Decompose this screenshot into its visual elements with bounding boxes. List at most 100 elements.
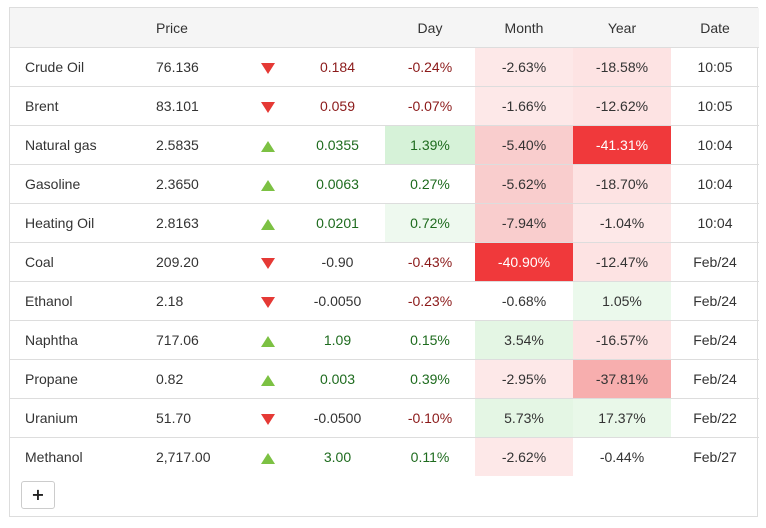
month-pct-cell: -5.62% bbox=[475, 164, 573, 204]
table-row[interactable]: Coal 209.20 -0.90 -0.43% -40.90% -12.47% Feb/2… bbox=[10, 242, 759, 282]
month-pct-cell: -40.90% bbox=[475, 242, 573, 282]
commodity-name[interactable]: Propane bbox=[10, 359, 150, 399]
change-cell: 0.0201 bbox=[290, 203, 385, 243]
year-pct-cell: -18.58% bbox=[573, 47, 671, 87]
commodities-table: Price Day Month Year Date Crude Oil 76.13… bbox=[10, 8, 759, 476]
commodity-name[interactable]: Gasoline bbox=[10, 164, 150, 204]
change-cell: 0.0063 bbox=[290, 164, 385, 204]
trend-arrow-cell bbox=[245, 203, 290, 243]
year-pct-cell: -0.44% bbox=[599, 449, 645, 465]
change-cell: 3.00 bbox=[323, 449, 352, 465]
triangle-down-icon bbox=[260, 257, 275, 269]
year-pct-cell: -1.04% bbox=[573, 203, 671, 243]
commodity-name[interactable]: Natural gas bbox=[10, 125, 150, 165]
table-row[interactable]: Methanol 2,717.00 3.00 0.11% -2.62% -0.44% Feb… bbox=[10, 437, 759, 477]
commodity-name[interactable]: Naphtha bbox=[10, 320, 150, 360]
change-cell: 0.003 bbox=[290, 359, 385, 399]
day-pct-cell: 0.39% bbox=[385, 359, 475, 399]
commodities-table-panel: Price Day Month Year Date Crude Oil 76.13… bbox=[9, 7, 759, 517]
date-cell: 10:04 bbox=[671, 203, 759, 243]
date-cell: Feb/24 bbox=[671, 359, 759, 399]
price-cell: 83.101 bbox=[150, 86, 245, 126]
header-year[interactable]: Year bbox=[573, 8, 671, 48]
table-row[interactable]: Crude Oil 76.136 0.184 -0.24% -2.63% -18.58% 1… bbox=[10, 47, 759, 87]
month-pct-cell: -2.63% bbox=[475, 47, 573, 87]
price-cell: 2.3650 bbox=[150, 164, 245, 204]
commodity-name[interactable]: Heating Oil bbox=[10, 203, 150, 243]
table-row[interactable]: Gasoline 2.3650 0.0063 0.27% -5.62% -18.70% 10… bbox=[10, 164, 759, 204]
day-pct-cell: -0.43% bbox=[385, 242, 475, 282]
month-pct-cell: -2.62% bbox=[475, 437, 573, 476]
header-day[interactable]: Day bbox=[385, 8, 475, 48]
trend-arrow-cell bbox=[245, 125, 290, 165]
commodity-name[interactable]: Brent bbox=[10, 86, 150, 126]
triangle-up-icon bbox=[260, 140, 275, 152]
table-header-row: Price Day Month Year Date bbox=[10, 8, 759, 48]
triangle-up-icon bbox=[260, 218, 275, 230]
year-pct-cell: -18.70% bbox=[573, 164, 671, 204]
table-row[interactable]: Ethanol 2.18 -0.0050 -0.23% -0.68% 1.05% Feb/2… bbox=[10, 281, 759, 321]
table-row[interactable]: Heating Oil 2.8163 0.0201 0.72% -7.94% -1.04%… bbox=[10, 203, 759, 243]
header-change bbox=[290, 8, 385, 48]
header-month[interactable]: Month bbox=[475, 8, 573, 48]
commodity-name[interactable]: Uranium bbox=[10, 398, 150, 438]
triangle-up-icon bbox=[260, 452, 275, 464]
trend-arrow-cell bbox=[245, 359, 290, 399]
year-pct-cell: -12.62% bbox=[573, 86, 671, 126]
price-cell: 76.136 bbox=[150, 47, 245, 87]
year-pct-cell: -37.81% bbox=[573, 359, 671, 399]
header-date[interactable]: Date bbox=[671, 8, 759, 48]
table-row[interactable]: Uranium 51.70 -0.0500 -0.10% 5.73% 17.37% Feb/… bbox=[10, 398, 759, 438]
month-pct-cell: 5.73% bbox=[475, 398, 573, 438]
day-pct-cell: 0.11% bbox=[410, 449, 450, 465]
triangle-up-icon bbox=[260, 335, 275, 347]
day-pct-cell: 0.72% bbox=[385, 203, 475, 243]
day-pct-cell: 0.15% bbox=[385, 320, 475, 360]
month-pct-cell: -2.95% bbox=[475, 359, 573, 399]
change-cell: 1.09 bbox=[290, 320, 385, 360]
triangle-down-icon bbox=[260, 62, 275, 74]
price-cell: 2,717.00 bbox=[156, 449, 211, 465]
header-price[interactable]: Price bbox=[150, 8, 245, 48]
price-cell: 209.20 bbox=[150, 242, 245, 282]
day-pct-cell: -0.10% bbox=[385, 398, 475, 438]
date-cell: Feb/24 bbox=[671, 242, 759, 282]
triangle-up-icon bbox=[260, 374, 275, 386]
year-pct-cell: -41.31% bbox=[573, 125, 671, 165]
trend-arrow-cell bbox=[245, 398, 290, 438]
header-arrow bbox=[245, 8, 290, 48]
table-row[interactable]: Natural gas 2.5835 0.0355 1.39% -5.40% -41.31… bbox=[10, 125, 759, 165]
month-pct-cell: 3.54% bbox=[475, 320, 573, 360]
change-cell: -0.90 bbox=[290, 242, 385, 282]
commodity-name[interactable]: Ethanol bbox=[10, 281, 150, 321]
price-cell: 2.5835 bbox=[150, 125, 245, 165]
price-cell: 2.18 bbox=[150, 281, 245, 321]
commodity-name[interactable]: Methanol bbox=[25, 449, 83, 465]
trend-arrow-cell bbox=[245, 47, 290, 87]
commodity-name[interactable]: Coal bbox=[10, 242, 150, 282]
change-cell: 0.184 bbox=[290, 47, 385, 87]
trend-arrow-cell bbox=[245, 281, 290, 321]
date-cell: Feb/24 bbox=[671, 320, 759, 360]
commodity-name[interactable]: Crude Oil bbox=[10, 47, 150, 87]
month-pct-cell: -0.68% bbox=[475, 281, 573, 321]
trend-arrow-cell bbox=[245, 242, 290, 282]
change-cell: -0.0500 bbox=[290, 398, 385, 438]
trend-arrow-cell bbox=[245, 438, 290, 477]
price-cell: 0.82 bbox=[150, 359, 245, 399]
year-pct-cell: -16.57% bbox=[573, 320, 671, 360]
day-pct-cell: -0.24% bbox=[385, 47, 475, 87]
date-cell: 10:05 bbox=[671, 47, 759, 87]
table-row[interactable]: Brent 83.101 0.059 -0.07% -1.66% -12.62% 10:05 bbox=[10, 86, 759, 126]
year-pct-cell: 17.37% bbox=[573, 398, 671, 438]
trend-arrow-cell bbox=[245, 86, 290, 126]
table-row[interactable]: Naphtha 717.06 1.09 0.15% 3.54% -16.57% Feb/24 bbox=[10, 320, 759, 360]
change-cell: 0.059 bbox=[290, 86, 385, 126]
table-row[interactable]: Propane 0.82 0.003 0.39% -2.95% -37.81% Feb/24 bbox=[10, 359, 759, 399]
date-cell: 10:05 bbox=[671, 86, 759, 126]
add-commodity-button[interactable]: + bbox=[21, 481, 55, 509]
day-pct-cell: -0.23% bbox=[385, 281, 475, 321]
day-pct-cell: 1.39% bbox=[385, 125, 475, 165]
triangle-down-icon bbox=[260, 296, 275, 308]
price-cell: 51.70 bbox=[150, 398, 245, 438]
